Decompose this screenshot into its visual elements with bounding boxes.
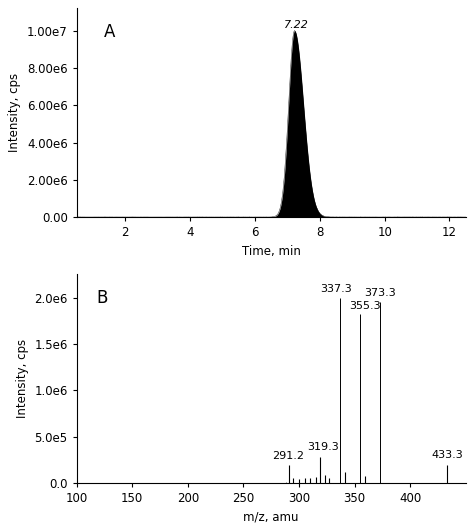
- Text: 373.3: 373.3: [365, 288, 396, 298]
- Text: 355.3: 355.3: [349, 301, 381, 311]
- Text: 433.3: 433.3: [431, 450, 463, 460]
- Y-axis label: Intensity, cps: Intensity, cps: [9, 73, 21, 152]
- Text: B: B: [96, 289, 108, 307]
- Text: 337.3: 337.3: [320, 284, 352, 294]
- Text: A: A: [104, 23, 115, 41]
- Text: 291.2: 291.2: [272, 451, 304, 461]
- X-axis label: Time, min: Time, min: [242, 245, 301, 257]
- X-axis label: m/z, amu: m/z, amu: [244, 511, 299, 523]
- Text: 319.3: 319.3: [307, 443, 338, 453]
- Y-axis label: Intensity, cps: Intensity, cps: [16, 339, 29, 418]
- Text: 7.22: 7.22: [284, 20, 309, 30]
